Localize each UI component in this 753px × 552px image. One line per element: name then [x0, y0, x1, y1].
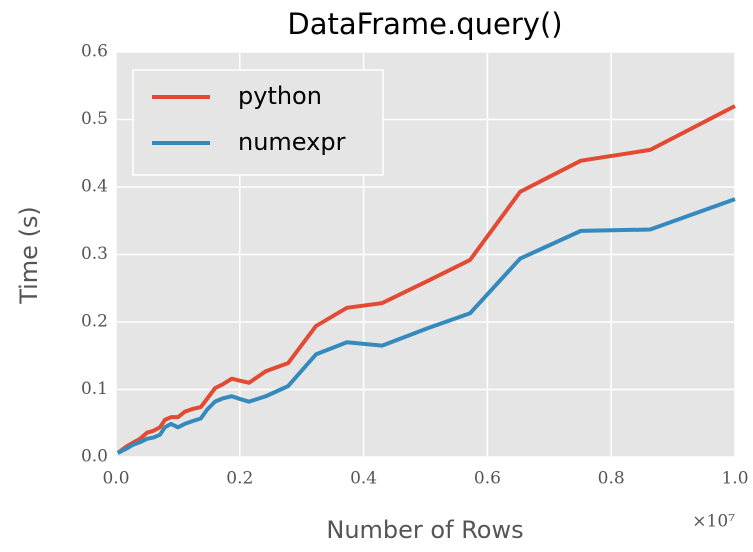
y-axis-label: Time (s) — [15, 206, 43, 305]
x-tick-label: 1.0 — [721, 469, 748, 489]
y-tick-label: 0.4 — [81, 177, 108, 197]
y-tick-label: 0.6 — [81, 42, 108, 62]
x-tick-label: 0.8 — [598, 469, 625, 489]
data-line — [116, 197, 736, 455]
x-tick-label: 0.0 — [102, 469, 129, 489]
y-tick-label: 0.3 — [81, 244, 108, 264]
legend-label: numexpr — [238, 128, 346, 156]
legend-label: python — [238, 82, 322, 110]
y-tick-label: 0.5 — [81, 109, 108, 129]
x-tick-label: 0.6 — [474, 469, 501, 489]
y-tick-label: 0.2 — [81, 312, 108, 332]
x-tick-label: 0.4 — [350, 469, 377, 489]
y-tick-label: 0.0 — [81, 447, 108, 467]
x-offset-label: ×10⁷ — [692, 512, 735, 532]
legend-box — [132, 69, 384, 176]
x-axis-label: Number of Rows — [326, 516, 523, 544]
chart-title: DataFrame.query() — [287, 7, 562, 41]
x-tick-label: 0.2 — [226, 469, 253, 489]
y-tick-label: 0.1 — [81, 379, 108, 399]
data-line — [116, 104, 736, 455]
